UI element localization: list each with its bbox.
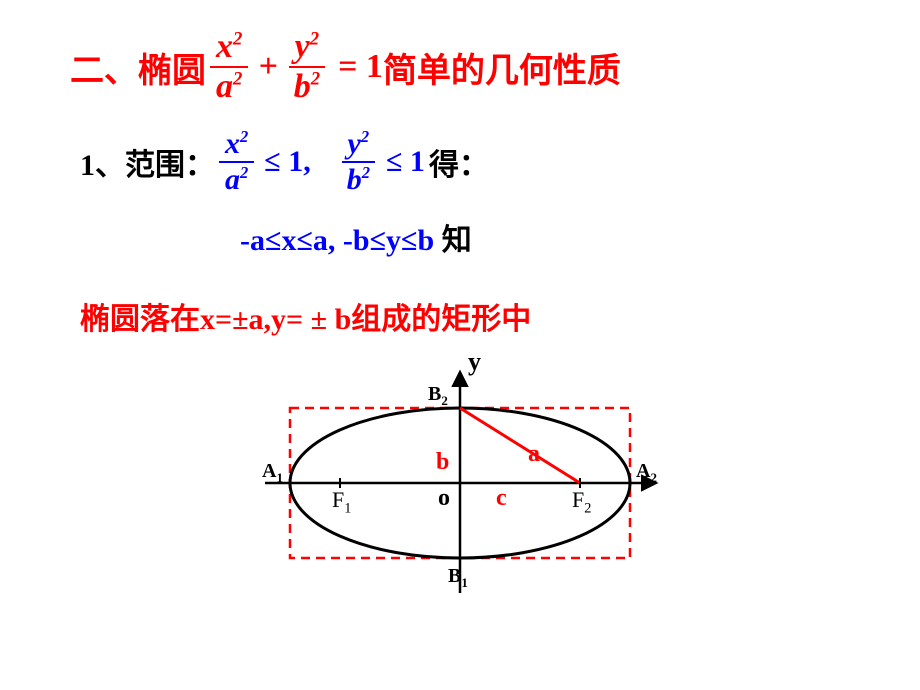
rectangle-statement: 椭圆落在x=±a,y= ± b组成的矩形中 [70,294,850,338]
range-de: 得： [429,140,489,184]
range-zhi: 知 [442,224,472,257]
svg-text:A1: A1 [262,460,283,485]
svg-text:B2: B2 [428,383,448,408]
range-line: 1、范围： x2 a2 ≤ 1, y2 b2 ≤ 1 得： [70,129,850,195]
svg-text:A2: A2 [636,460,657,485]
title-suffix: 简单的几何性质 [383,43,621,92]
svg-text:F2: F2 [572,487,591,517]
range-result: -a≤x≤a, -b≤y≤b [240,224,434,257]
title-line: 二、椭圆 x2 a2 + y2 b2 = 1 简单的几何性质 [70,30,850,104]
svg-text:c: c [496,485,507,511]
slide-page: 二、椭圆 x2 a2 + y2 b2 = 1 简单的几何性质 1、范围： x2 … [0,0,920,608]
title-equation: x2 a2 + y2 b2 = 1 [206,30,383,104]
svg-text:y: y [468,348,481,376]
ellipse-diagram: y o B2 B1 A1 A2 F1 F2 b ac [70,348,850,608]
range-inequality: x2 a2 ≤ 1, y2 b2 ≤ 1 [215,129,425,195]
svg-text:o: o [438,485,450,511]
range-label: 1、范围： [80,140,215,184]
ellipse-svg: y o B2 B1 A1 A2 F1 F2 b ac [230,348,690,608]
title-prefix: 二、椭圆 [70,43,206,92]
svg-text:a: a [528,441,540,467]
svg-text:b: b [436,449,449,475]
svg-text:F1: F1 [332,487,351,517]
svg-text:B1: B1 [448,565,468,590]
range-result-line: -a≤x≤a, -b≤y≤b 知 [70,215,850,259]
